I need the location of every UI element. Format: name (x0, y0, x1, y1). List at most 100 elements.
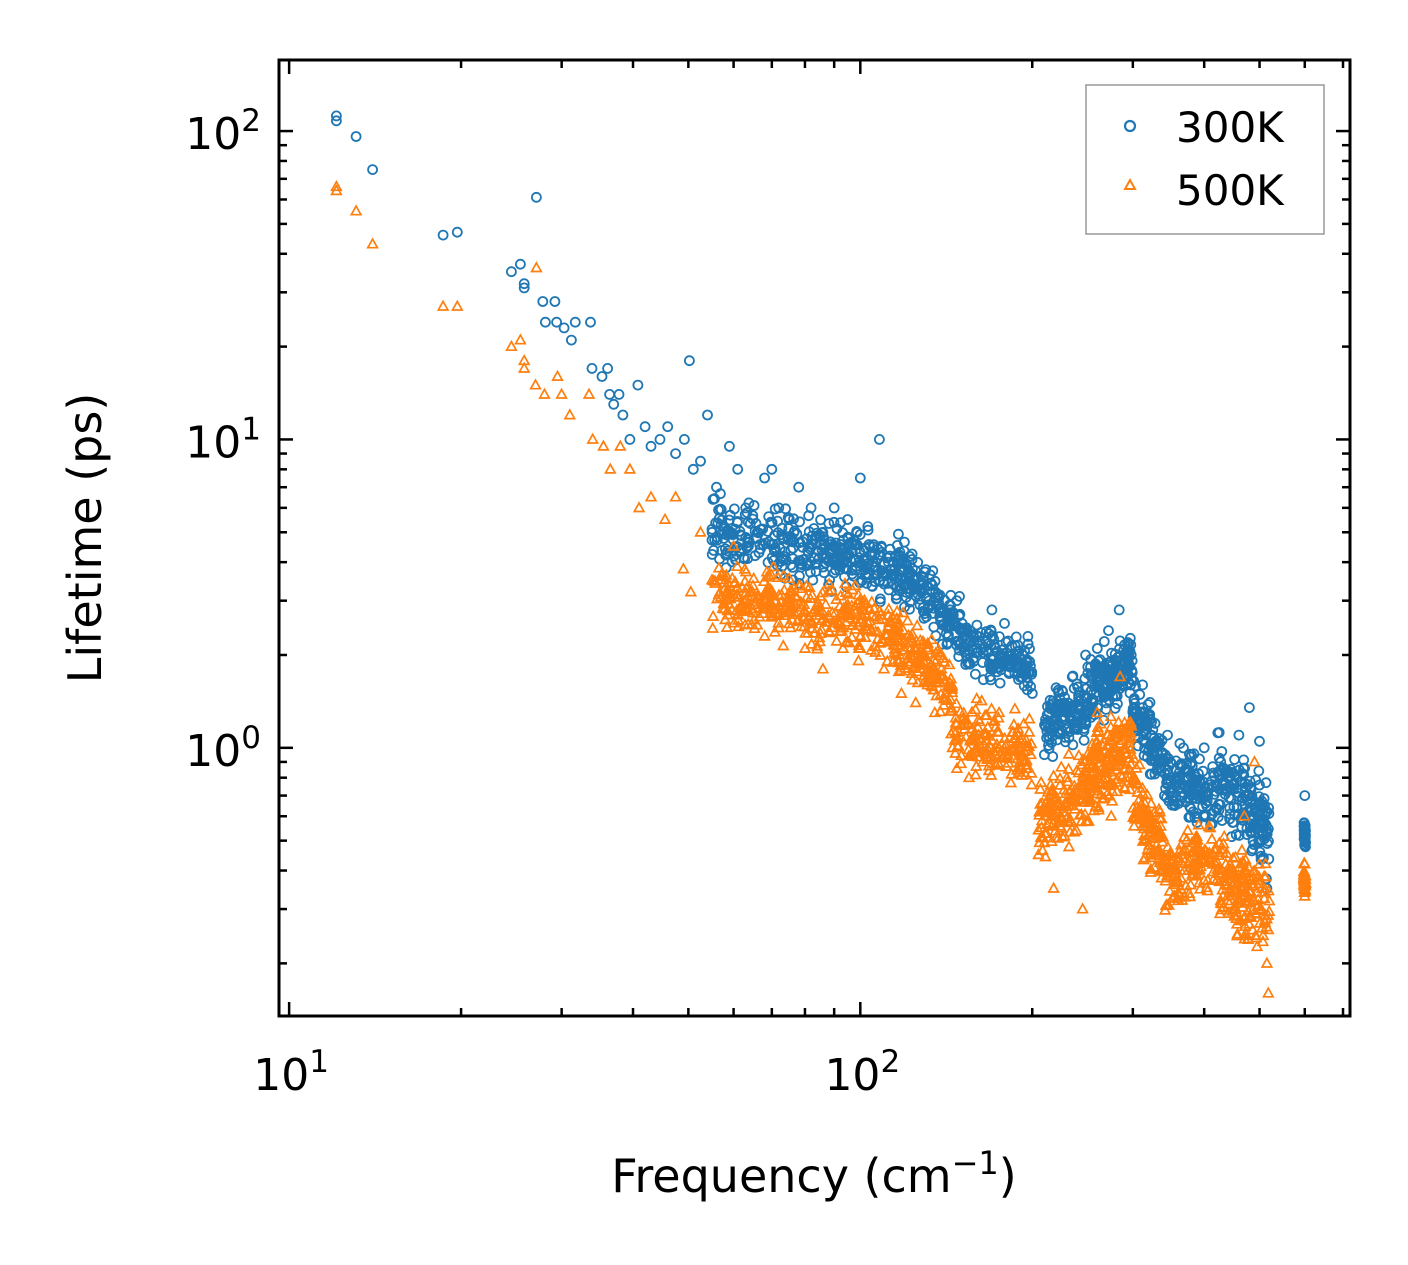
point-500k-147 (841, 634, 854, 647)
point-500k-274 (823, 626, 836, 638)
point-500k-210 (819, 597, 832, 609)
point-500k-1162 (1179, 878, 1193, 891)
point-500k-1454 (658, 512, 672, 524)
point-500k-165 (721, 604, 734, 616)
point-500k-186 (778, 583, 791, 595)
point-500k-201 (791, 613, 805, 625)
point-300k-1509 (1080, 649, 1091, 661)
point-300k-677 (988, 653, 1000, 665)
point-300k-1333 (1213, 727, 1225, 738)
point-500k-455 (890, 612, 903, 624)
point-500k-290 (848, 579, 862, 591)
point-500k-799 (1035, 820, 1048, 833)
point-500k-619 (958, 713, 972, 725)
point-500k-1471 (877, 662, 891, 674)
point-500k-1006 (1155, 812, 1168, 824)
point-500k-542 (1022, 725, 1036, 737)
point-300k-599 (955, 623, 967, 635)
point-300k-512 (944, 621, 956, 632)
point-500k-321 (783, 605, 797, 617)
point-300k-255 (710, 517, 721, 529)
point-300k-1480 (732, 463, 744, 475)
point-500k-648 (999, 739, 1012, 751)
point-500k-1204 (1161, 840, 1175, 852)
point-500k-947 (1096, 792, 1109, 804)
point-300k-1213 (1186, 780, 1198, 792)
point-500k-1075 (1127, 819, 1141, 831)
point-500k-490 (894, 663, 908, 675)
point-500k-1496 (1227, 902, 1240, 914)
point-300k-518 (920, 564, 932, 575)
point-500k-405 (891, 644, 904, 657)
point-500k-412 (934, 705, 947, 717)
point-500k-715 (1072, 748, 1086, 761)
point-500k-1473 (909, 696, 922, 708)
point-500k-275 (740, 581, 753, 593)
point-500k-155 (795, 581, 809, 594)
point-500k-65 (753, 610, 766, 622)
point-500k-1058 (1144, 843, 1157, 855)
point-500k-1308 (1245, 910, 1258, 922)
x-axis-label-close: ) (999, 1149, 1017, 1203)
point-500k-1219 (1171, 885, 1185, 897)
point-500k-1459 (705, 573, 719, 585)
point-300k-1483 (759, 472, 770, 484)
point-500k-795 (1059, 795, 1072, 807)
point-500k-78 (797, 605, 811, 617)
point-500k-509 (1023, 712, 1036, 724)
point-500k-1336 (1258, 891, 1271, 904)
point-300k-947 (1091, 676, 1103, 688)
point-300k-306 (859, 564, 871, 576)
point-500k-522 (1008, 702, 1022, 714)
point-500k-204 (854, 608, 867, 620)
point-500k-1355 (1263, 894, 1276, 906)
point-500k-1043 (1153, 811, 1166, 823)
point-300k-1510 (1091, 643, 1103, 654)
point-300k-464 (904, 582, 915, 594)
point-300k-414 (945, 589, 957, 601)
point-500k-1207 (1192, 818, 1205, 830)
point-300k-953 (1109, 690, 1121, 702)
point-500k-1381 (1235, 896, 1249, 908)
point-500k-1466 (785, 585, 799, 597)
point-500k-193 (845, 599, 859, 611)
point-300k-482 (891, 540, 903, 551)
point-500k-260 (752, 592, 765, 604)
point-500k-1078 (1152, 802, 1166, 814)
point-500k-1483 (1060, 770, 1074, 783)
point-500k-1446 (582, 387, 596, 399)
point-500k-968 (1092, 724, 1106, 736)
point-500k-414 (933, 645, 946, 657)
point-300k-282 (768, 555, 779, 566)
point-300k-1473 (679, 433, 690, 445)
point-300k-338 (736, 530, 748, 542)
point-300k-446 (890, 589, 902, 601)
point-500k-1369 (1213, 874, 1226, 887)
point-300k-1504 (1014, 663, 1025, 675)
point-500k-449 (944, 692, 957, 704)
point-500k-643 (982, 764, 996, 776)
point-500k-1467 (798, 641, 812, 653)
point-500k-1374 (1252, 898, 1265, 910)
point-500k-929 (1098, 766, 1111, 778)
point-500k-1231 (1229, 850, 1242, 862)
y-tick-label: 100 (185, 720, 261, 777)
point-300k-1503 (1000, 636, 1012, 648)
point-500k-989 (1144, 862, 1158, 874)
point-300k-268 (837, 527, 848, 539)
point-300k-1521 (1222, 772, 1234, 784)
point-500k-935 (1100, 738, 1114, 751)
point-500k-1359 (1250, 939, 1264, 952)
point-500k-187 (803, 580, 816, 593)
point-500k-1076 (1143, 812, 1156, 824)
point-300k-246 (721, 526, 733, 538)
point-500k-1445 (563, 408, 577, 420)
point-300k-261 (772, 515, 783, 527)
point-500k-472 (901, 614, 914, 626)
point-500k-328 (712, 587, 726, 600)
point-500k-264 (728, 575, 742, 587)
point-300k-964 (1109, 702, 1121, 714)
point-500k-900 (1092, 803, 1105, 815)
point-300k-742 (1039, 719, 1050, 731)
point-300k-653 (1022, 638, 1034, 650)
